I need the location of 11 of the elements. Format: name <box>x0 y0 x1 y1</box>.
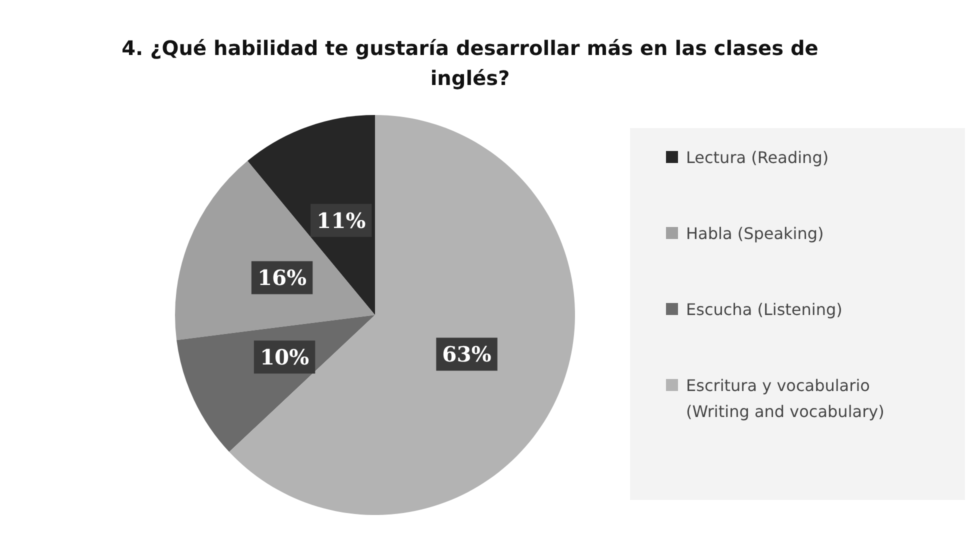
data-label: 10% <box>260 344 310 370</box>
data-label: 63% <box>442 342 492 367</box>
data-label: 11% <box>316 208 366 233</box>
pie-slice <box>175 160 375 340</box>
chart-title: 4. ¿Qué habilidad te gustaría desarrollar más en las clases de inglés? <box>122 36 818 90</box>
legend-label: Escritura y vocabulario (Writing and vocabulary) <box>686 376 884 421</box>
pie-slice <box>229 115 575 515</box>
legend-label: Lectura (Reading) <box>686 148 829 167</box>
data-label: 16% <box>257 265 307 290</box>
legend-label: Habla (Speaking) <box>686 224 824 243</box>
legend-label: Escucha (Listening) <box>686 300 842 319</box>
